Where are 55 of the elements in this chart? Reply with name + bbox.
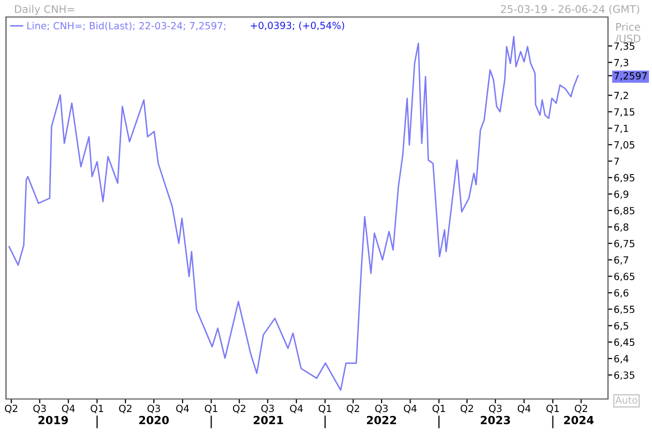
x-tick-label: Q1 [204, 404, 218, 414]
line-series [8, 36, 579, 391]
x-tick-label: Q1 [546, 404, 559, 414]
y-tick-label: 7,15 [614, 108, 634, 117]
y-axis-title: Price /USD [615, 22, 640, 44]
x-tick-label: Q3 [261, 404, 274, 414]
x-tick-label: Q2 [4, 404, 18, 414]
y-tick-label: 7,1 [614, 124, 628, 134]
x2-tick-label: 2024 [564, 416, 594, 424]
x-tick-label: Q1 [90, 404, 104, 414]
y-tick-label: 6,95 [614, 174, 634, 182]
x2-tick-label: 2020 [139, 416, 169, 424]
text: Auto [615, 396, 638, 404]
y-tick-label: 6,85 [614, 206, 634, 216]
y-tick-label: 7,2597 [614, 72, 647, 80]
x-tick-label: Q1 [432, 404, 445, 414]
x-tick-label: Q2 [232, 404, 246, 414]
x-tick-label: Q3 [33, 404, 46, 414]
y-tick-label: 7 [614, 158, 619, 165]
y-tick-label: 6,45 [614, 338, 634, 347]
x-tick-label: Q2 [346, 404, 360, 414]
x2-tick-label: 2021 [254, 416, 284, 424]
x-tick-label: Q3 [489, 404, 502, 414]
x2-tick-label: 2019 [38, 416, 68, 424]
y-tick-label: 7,05 [614, 141, 634, 150]
chart-title: Daily CNH= [15, 4, 74, 16]
x-tick-label: Q4 [62, 404, 75, 414]
x-tick-label: Q3 [147, 404, 160, 414]
x2-tick-label: 2023 [480, 416, 510, 424]
y-tick-label: 6,8 [614, 223, 628, 232]
y-tick-label: 6,35 [614, 371, 634, 380]
y-tick-label: 7,35 [614, 42, 634, 51]
y-tick-label: 6,55 [614, 306, 634, 314]
chart-subtitle: 25-03-19 - 26-06-24 (GMT) [500, 4, 640, 14]
y-tick-label: 6,6 [614, 289, 628, 298]
x-tick-label: Q4 [518, 404, 530, 414]
x-tick-label: Q3 [375, 404, 388, 414]
y-tick-label: 6,5 [614, 322, 628, 330]
x2-tick-label: 2022 [366, 416, 396, 424]
annotation: +0,0393; (+0,54%) [250, 22, 344, 30]
x-tick-label: Q2 [460, 404, 473, 414]
y-tick-label: 6,65 [614, 272, 634, 282]
x-tick-label: Q1 [318, 404, 332, 414]
y-tick-label: 6,4 [614, 355, 628, 364]
x-tick-label: Q4 [176, 404, 189, 414]
y-tick-label: 7,3 [614, 58, 628, 68]
x-tick-label: Q2 [574, 404, 588, 414]
y-tick-label: 7,2 [614, 92, 628, 100]
y-tick-label: 6,75 [614, 240, 634, 248]
x-tick-label: Q4 [290, 404, 303, 414]
legend-label: Line; CNH=; Bid(Last); 22-03-24; 7,2597; [27, 22, 226, 31]
x-tick-label: Q4 [404, 404, 417, 414]
x-tick-label: Q2 [119, 404, 132, 414]
y-tick-label: 6,9 [614, 190, 628, 199]
y-tick-label: 6,7 [614, 256, 628, 265]
